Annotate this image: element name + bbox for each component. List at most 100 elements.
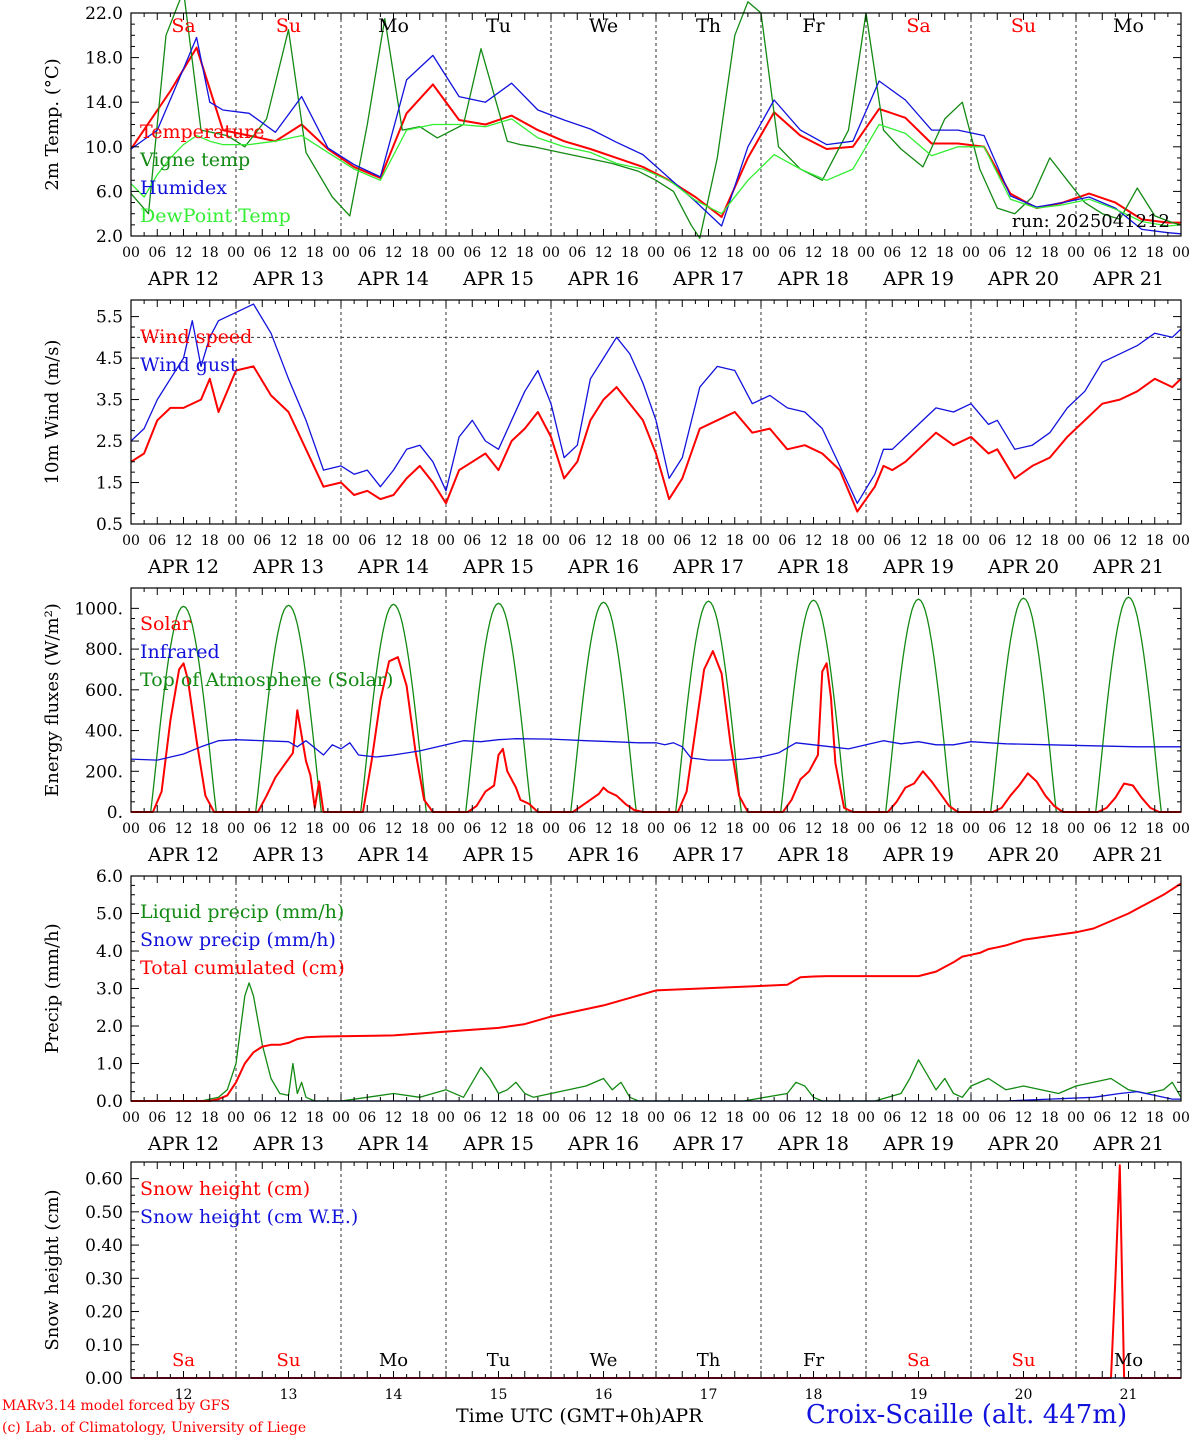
date-label: APR 18 [777, 556, 849, 578]
hour-tick-label: 18 [621, 533, 639, 549]
legend-entry: Solar [140, 613, 192, 635]
day-number-label: 17 [700, 1387, 718, 1403]
date-label: APR 12 [147, 268, 219, 290]
hour-tick-label: 12 [595, 821, 613, 837]
hour-tick-label: 00 [227, 1110, 245, 1126]
hour-tick-label: 06 [673, 245, 691, 261]
chart-panel-4: 0.0 1.0 2.0 3.0 4.0 5.0 6.0 Precip (mm/h) Liquid… [42, 867, 1190, 1155]
date-label: APR 15 [462, 268, 534, 290]
hour-tick-label: 00 [962, 533, 980, 549]
hour-tick-label: 00 [542, 245, 560, 261]
hour-tick-label: 12 [385, 533, 403, 549]
hour-tick-label: 06 [1093, 1110, 1111, 1126]
weekday-label: Sa [906, 15, 930, 37]
y-tick-label: 10.0 [85, 138, 123, 158]
legend-entry: Snow height (cm W.E.) [140, 1206, 358, 1228]
date-label: APR 13 [252, 556, 324, 578]
hour-tick-label: 00 [857, 245, 875, 261]
date-label: APR 19 [882, 1133, 954, 1155]
weekday-label: Mo [379, 1350, 408, 1371]
y-axis-label: Snow height (cm) [42, 1189, 63, 1350]
hour-tick-label: 12 [700, 245, 718, 261]
date-label: APR 16 [567, 844, 639, 866]
date-label: APR 21 [1092, 556, 1164, 578]
hour-tick-label: 18 [1041, 245, 1059, 261]
legend-entry: Total cumulated (cm) [140, 957, 345, 979]
hour-tick-label: 06 [988, 533, 1006, 549]
series-line-humidex [130, 36, 1182, 235]
date-label: APR 16 [567, 1133, 639, 1155]
y-tick-label: 4.0 [96, 942, 123, 962]
y-tick-label: 18.0 [85, 49, 123, 69]
date-label: APR 12 [147, 844, 219, 866]
date-label: APR 21 [1092, 1133, 1164, 1155]
hour-tick-label: 06 [358, 533, 376, 549]
y-tick-label: 0.10 [85, 1336, 123, 1356]
hour-tick-label: 06 [883, 533, 901, 549]
legend-entry: Wind speed [140, 326, 252, 348]
hour-tick-label: 00 [857, 1110, 875, 1126]
date-label: APR 17 [672, 844, 744, 866]
hour-tick-label: 00 [227, 821, 245, 837]
day-number-label: 20 [1015, 1387, 1033, 1403]
hour-tick-label: 12 [490, 533, 508, 549]
hour-tick-label: 18 [831, 821, 849, 837]
hour-tick-label: 18 [306, 533, 324, 549]
date-label: APR 17 [672, 556, 744, 578]
hour-tick-label: 18 [726, 245, 744, 261]
day-number-label: 13 [280, 1387, 298, 1403]
hour-tick-label: 18 [306, 1110, 324, 1126]
hour-tick-label: 06 [1093, 821, 1111, 837]
weekday-label: Fr [802, 15, 825, 37]
y-tick-label: 6.0 [96, 182, 123, 202]
y-axis-label: Precip (mm/h) [42, 923, 63, 1053]
weekday-label: We [590, 1350, 618, 1371]
hour-tick-label: 12 [385, 245, 403, 261]
hour-tick-label: 12 [805, 821, 823, 837]
y-tick-label: 1.5 [96, 474, 123, 494]
hour-tick-label: 12 [595, 245, 613, 261]
hour-tick-label: 00 [437, 821, 455, 837]
series-line-infrared [130, 738, 1181, 761]
hour-tick-label: 18 [726, 821, 744, 837]
y-tick-label: 1.0 [96, 1055, 123, 1075]
day-number-label: 15 [490, 1387, 508, 1403]
date-label: APR 12 [147, 556, 219, 578]
hour-tick-label: 00 [647, 821, 665, 837]
y-tick-label: 2.0 [96, 227, 123, 247]
series-line-dewpoint-temp [130, 118, 1182, 227]
weekday-label: Th [696, 15, 721, 37]
y-axis-label: 10m Wind (m/s) [42, 340, 63, 485]
hour-tick-label: 18 [936, 1110, 954, 1126]
series-line-liquid-precip-mm-h- [131, 982, 1182, 1102]
weekday-label: Su [276, 15, 301, 37]
hour-tick-label: 06 [148, 1110, 166, 1126]
hour-tick-label: 00 [1067, 821, 1085, 837]
hour-tick-label: 12 [175, 533, 193, 549]
y-tick-label: 3.0 [96, 980, 123, 1000]
date-label: APR 14 [357, 268, 429, 290]
weekday-label: Tu [486, 15, 511, 37]
hour-tick-label: 00 [1067, 533, 1085, 549]
hour-tick-label: 12 [490, 245, 508, 261]
hour-tick-label: 06 [883, 1110, 901, 1126]
hour-tick-label: 00 [542, 533, 560, 549]
legend-entry: DewPoint Temp [140, 205, 291, 227]
hour-tick-label: 06 [463, 821, 481, 837]
day-number-label: 14 [385, 1387, 403, 1403]
x-axis-title-text: Time UTC (GMT+0h) [456, 1405, 662, 1427]
hour-tick-label: 00 [437, 1110, 455, 1126]
legend-entry: Snow precip (mm/h) [140, 929, 336, 951]
chart-panel-2: 0.5 1.5 2.5 3.5 4.5 5.5 10m Wind (m/s) Wind spe… [42, 299, 1190, 578]
hour-tick-label: 00 [752, 533, 770, 549]
hour-tick-label: 18 [831, 245, 849, 261]
y-axis-label: Energy fluxes (W/m²) [42, 603, 63, 797]
date-label: APR 20 [987, 1133, 1059, 1155]
hour-tick-label: 18 [1041, 1110, 1059, 1126]
y-tick-label: 0.0 [96, 1092, 123, 1112]
hour-tick-label: 06 [358, 245, 376, 261]
y-tick-label: 2.0 [96, 1017, 123, 1037]
date-label: APR 16 [567, 556, 639, 578]
hour-tick-label: 12 [805, 245, 823, 261]
y-tick-label: 600. [85, 681, 123, 701]
